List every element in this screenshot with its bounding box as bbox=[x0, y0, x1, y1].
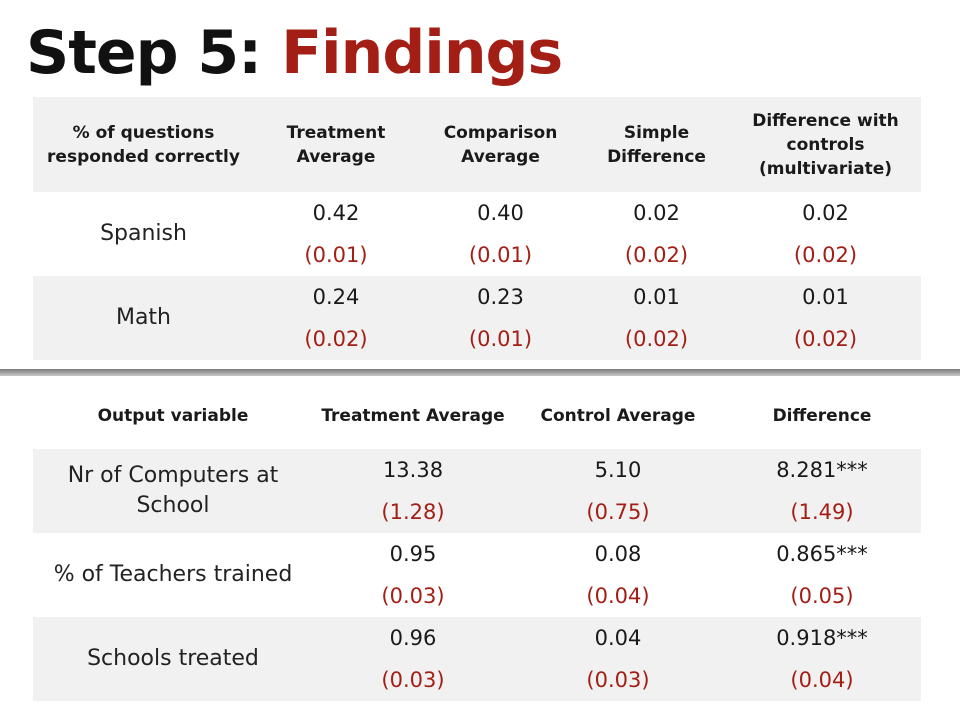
cell-standard-error: (0.02) bbox=[254, 318, 418, 360]
cell-value: 0.40 bbox=[418, 192, 583, 234]
cell-value: 0.95 bbox=[313, 533, 513, 575]
cell-standard-error: (1.49) bbox=[723, 491, 921, 533]
table-row: Spanish 0.42 0.40 0.02 0.02 bbox=[33, 192, 921, 276]
cell-standard-error: (0.05) bbox=[723, 575, 921, 617]
cell-value: 5.10 bbox=[513, 449, 723, 491]
cell-value: 0.01 bbox=[730, 276, 921, 318]
results-table-test-scores: % of questions responded correctly Treat… bbox=[33, 97, 921, 360]
table-row: Math 0.24 0.23 0.01 0.01 bbox=[33, 276, 921, 360]
cell-standard-error: (0.01) bbox=[418, 234, 583, 276]
cell-standard-error: (0.02) bbox=[730, 234, 921, 276]
slide-title: Step 5: Findings bbox=[26, 12, 563, 94]
column-header: Difference with controls (multivariate) bbox=[752, 110, 899, 179]
cell-standard-error: (0.04) bbox=[723, 659, 921, 701]
cell-value: 0.01 bbox=[583, 276, 730, 318]
table-header-row: % of questions responded correctly Treat… bbox=[33, 97, 921, 192]
cell-standard-error: (0.04) bbox=[513, 575, 723, 617]
table-row-se: (0.02) (0.01) (0.02) (0.02) bbox=[33, 318, 921, 360]
row-label: % of Teachers trained bbox=[33, 533, 313, 617]
section-divider bbox=[0, 369, 960, 376]
cell-value: 0.42 bbox=[254, 192, 418, 234]
row-label: Nr of Computers at School bbox=[33, 449, 313, 533]
title-highlight: Findings bbox=[281, 18, 563, 88]
table-row-se: (1.28) (0.75) (1.49) bbox=[33, 491, 921, 533]
column-header: Output variable bbox=[97, 406, 249, 426]
cell-value: 8.281*** bbox=[723, 449, 921, 491]
cell-standard-error: (0.02) bbox=[730, 318, 921, 360]
cell-value: 0.96 bbox=[313, 617, 513, 659]
column-header: Simple Difference bbox=[607, 122, 706, 167]
cell-standard-error: (0.75) bbox=[513, 491, 723, 533]
table-row: Schools treated 0.96 0.04 0.918*** bbox=[33, 617, 921, 701]
cell-standard-error: (0.03) bbox=[513, 659, 723, 701]
column-header: Control Average bbox=[540, 406, 696, 426]
column-header: Comparison Average bbox=[443, 122, 558, 167]
table-header-row: Output variable Treatment Average Contro… bbox=[33, 383, 921, 449]
cell-value: 0.02 bbox=[730, 192, 921, 234]
cell-standard-error: (0.03) bbox=[313, 575, 513, 617]
row-label: Math bbox=[33, 276, 254, 360]
cell-standard-error: (0.01) bbox=[418, 318, 583, 360]
table-row: Nr of Computers at School 13.38 5.10 8.2… bbox=[33, 449, 921, 533]
column-header: Treatment Average bbox=[286, 122, 386, 167]
column-header: Treatment Average bbox=[321, 406, 505, 426]
table-row-se: (0.03) (0.04) (0.05) bbox=[33, 575, 921, 617]
cell-value: 13.38 bbox=[313, 449, 513, 491]
column-header: % of questions responded correctly bbox=[47, 122, 240, 167]
cell-standard-error: (0.03) bbox=[313, 659, 513, 701]
table-row: % of Teachers trained 0.95 0.08 0.865*** bbox=[33, 533, 921, 617]
cell-value: 0.918*** bbox=[723, 617, 921, 659]
results-table-outputs: Output variable Treatment Average Contro… bbox=[33, 383, 921, 701]
cell-standard-error: (0.01) bbox=[254, 234, 418, 276]
cell-value: 0.865*** bbox=[723, 533, 921, 575]
cell-standard-error: (0.02) bbox=[583, 318, 730, 360]
title-prefix: Step 5: bbox=[26, 18, 262, 88]
cell-value: 0.08 bbox=[513, 533, 723, 575]
row-label: Schools treated bbox=[33, 617, 313, 701]
cell-value: 0.23 bbox=[418, 276, 583, 318]
row-label: Spanish bbox=[33, 192, 254, 276]
table-row-se: (0.03) (0.03) (0.04) bbox=[33, 659, 921, 701]
table-row-se: (0.01) (0.01) (0.02) (0.02) bbox=[33, 234, 921, 276]
cell-standard-error: (1.28) bbox=[313, 491, 513, 533]
cell-standard-error: (0.02) bbox=[583, 234, 730, 276]
column-header: Difference bbox=[772, 406, 872, 426]
cell-value: 0.04 bbox=[513, 617, 723, 659]
cell-value: 0.02 bbox=[583, 192, 730, 234]
cell-value: 0.24 bbox=[254, 276, 418, 318]
